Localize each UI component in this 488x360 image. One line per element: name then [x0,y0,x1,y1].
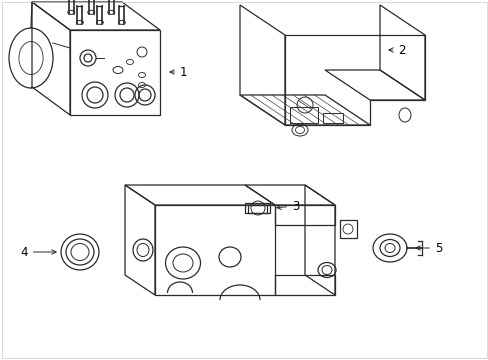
Text: 5: 5 [415,242,442,255]
Text: 3: 3 [276,199,299,212]
Text: 2: 2 [388,44,405,57]
Text: 4: 4 [20,246,56,258]
Text: 1: 1 [169,66,187,78]
